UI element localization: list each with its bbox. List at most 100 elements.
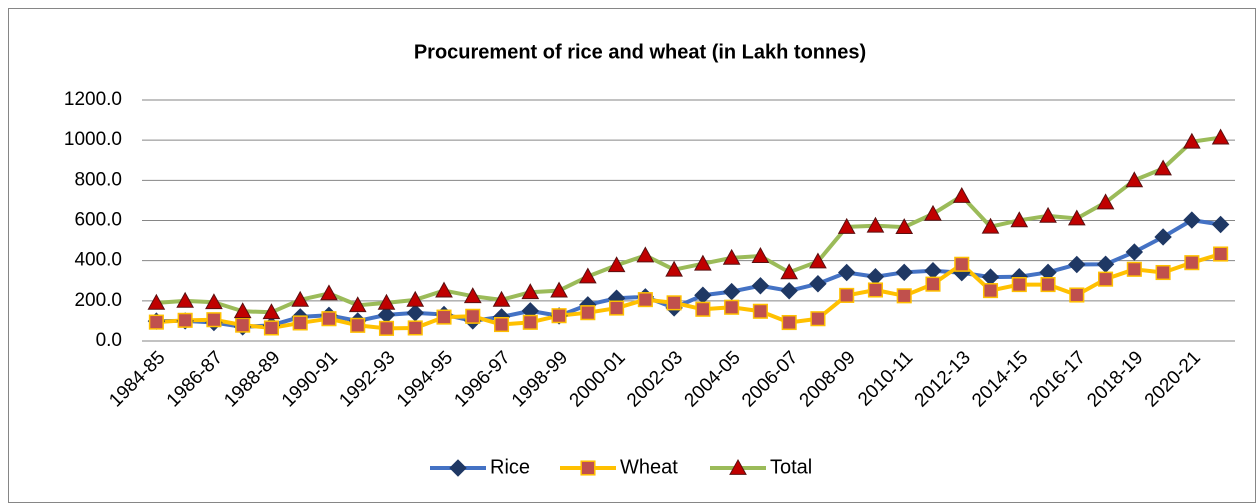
marker — [925, 276, 941, 292]
marker — [147, 293, 166, 310]
marker — [436, 309, 452, 325]
marker — [895, 218, 914, 235]
marker — [609, 300, 625, 316]
y-tick-label: 400.0 — [74, 250, 122, 271]
marker — [348, 296, 367, 313]
marker — [320, 284, 338, 301]
legend-label: Rice — [490, 456, 530, 478]
legend-label: Total — [770, 456, 812, 478]
marker — [780, 282, 798, 300]
marker — [1098, 271, 1114, 287]
marker — [551, 308, 567, 324]
marker — [235, 317, 251, 333]
marker — [809, 275, 827, 293]
marker — [895, 263, 913, 282]
marker — [695, 301, 711, 317]
marker — [406, 290, 425, 307]
marker — [1096, 193, 1115, 210]
chart-frame — [8, 8, 1256, 503]
marker — [176, 291, 194, 308]
marker — [550, 281, 568, 298]
marker — [924, 204, 942, 221]
marker — [1155, 264, 1171, 281]
marker — [1211, 128, 1230, 145]
marker — [580, 460, 596, 476]
marker — [350, 317, 366, 333]
marker — [449, 459, 467, 477]
marker — [578, 267, 597, 284]
marker — [1040, 277, 1056, 293]
y-tick-label: 800.0 — [74, 169, 122, 190]
marker — [321, 311, 337, 327]
marker — [1039, 206, 1057, 223]
marker — [377, 293, 396, 310]
legend-label: Wheat — [620, 456, 678, 478]
marker — [262, 303, 281, 320]
marker — [205, 293, 223, 310]
marker — [751, 247, 770, 263]
marker — [1184, 255, 1200, 271]
y-tick-label: 0.0 — [96, 330, 122, 351]
marker — [724, 299, 740, 315]
marker — [1067, 209, 1086, 226]
marker — [465, 308, 481, 324]
marker — [580, 305, 596, 321]
marker — [463, 287, 482, 304]
marker — [1125, 243, 1144, 261]
marker — [435, 281, 453, 298]
marker — [1154, 159, 1172, 176]
marker — [666, 295, 682, 311]
marker — [952, 186, 971, 203]
marker — [896, 288, 912, 304]
marker — [982, 283, 999, 299]
marker — [665, 260, 683, 277]
marker — [837, 217, 856, 234]
marker — [492, 290, 511, 307]
marker — [407, 320, 423, 336]
marker — [177, 312, 193, 328]
marker — [780, 263, 799, 280]
marker — [751, 277, 770, 295]
marker — [378, 320, 395, 336]
marker — [521, 283, 540, 300]
marker — [148, 314, 164, 330]
marker — [1010, 211, 1029, 228]
marker — [607, 256, 626, 273]
marker — [866, 216, 885, 233]
marker — [1183, 132, 1201, 149]
marker — [722, 282, 741, 301]
marker — [493, 316, 510, 333]
marker — [291, 290, 310, 307]
marker — [637, 292, 653, 308]
marker — [522, 314, 538, 330]
marker — [752, 303, 768, 319]
marker — [263, 320, 279, 336]
marker — [1211, 215, 1230, 234]
marker — [1125, 171, 1144, 188]
marker — [1183, 211, 1201, 229]
marker — [292, 315, 308, 331]
marker — [206, 312, 222, 328]
marker — [954, 256, 970, 272]
marker — [233, 302, 252, 319]
marker — [729, 458, 747, 475]
y-tick-label: 1200.0 — [64, 89, 122, 110]
marker — [1154, 228, 1172, 246]
marker — [1069, 287, 1085, 303]
marker — [809, 252, 827, 269]
marker — [839, 287, 855, 303]
marker — [694, 254, 712, 271]
chart-title: Procurement of rice and wheat (in Lakh t… — [414, 41, 866, 63]
marker — [1011, 277, 1027, 293]
marker — [636, 246, 655, 263]
marker — [810, 311, 826, 327]
marker — [837, 263, 856, 282]
marker — [981, 217, 1000, 234]
marker — [1068, 255, 1086, 274]
marker — [867, 282, 884, 298]
y-tick-label: 200.0 — [74, 290, 122, 311]
y-tick-label: 600.0 — [74, 210, 122, 231]
marker — [1126, 261, 1142, 277]
marker — [781, 314, 797, 331]
